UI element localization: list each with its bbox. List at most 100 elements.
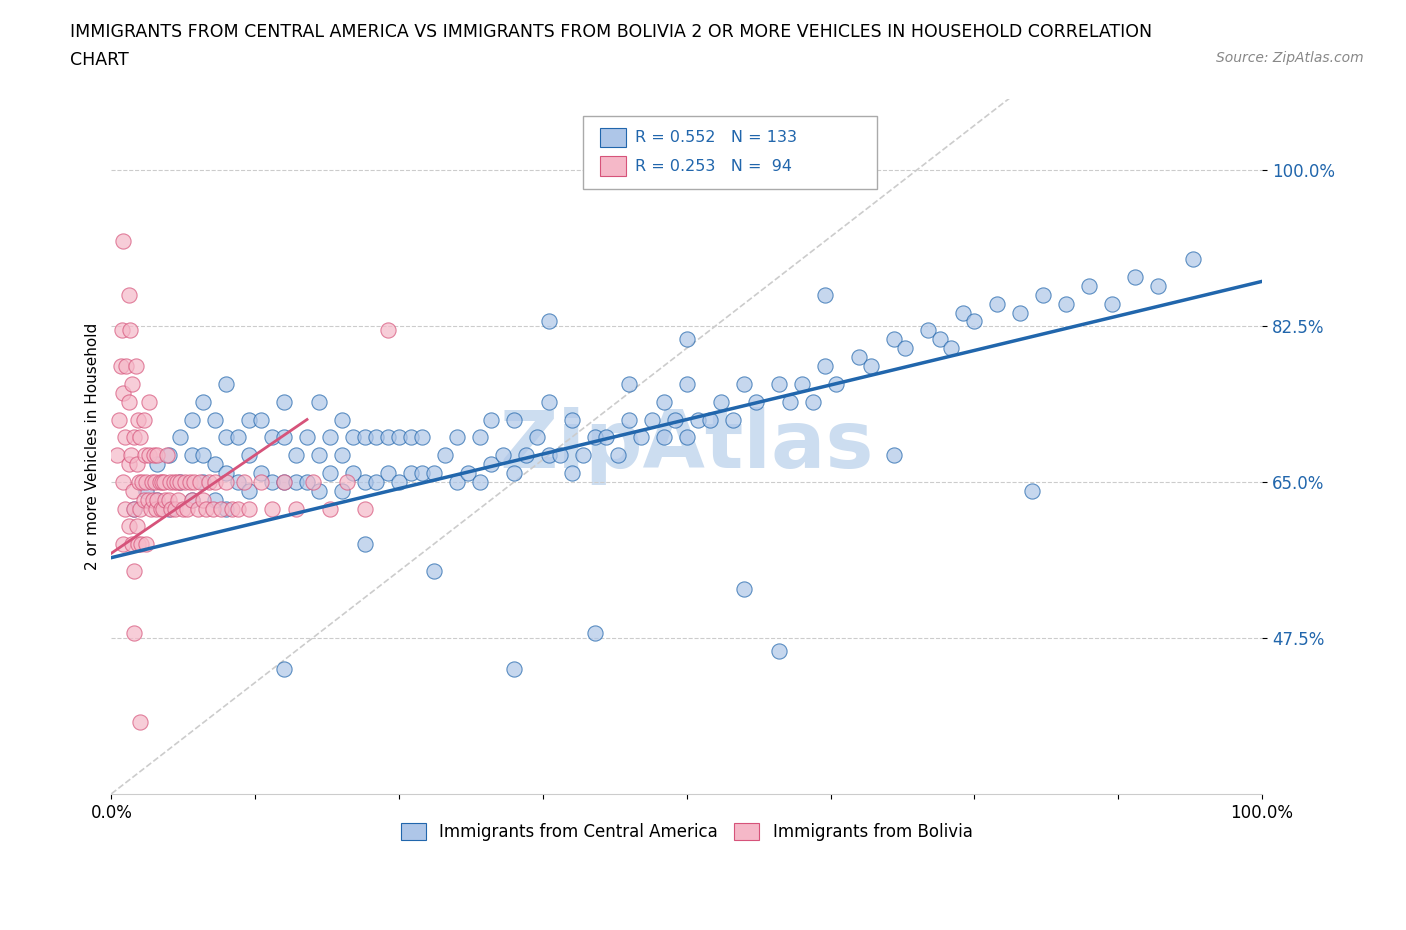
Point bbox=[1147, 278, 1170, 293]
Point bbox=[399, 430, 422, 445]
Point bbox=[917, 323, 939, 338]
Point bbox=[583, 430, 606, 445]
Point bbox=[262, 474, 284, 489]
Point bbox=[364, 474, 387, 489]
Point bbox=[561, 412, 583, 427]
Point bbox=[149, 501, 172, 516]
Point bbox=[422, 564, 444, 578]
Point bbox=[153, 474, 176, 489]
Point bbox=[434, 447, 457, 462]
Point bbox=[721, 412, 744, 427]
Point bbox=[250, 466, 273, 481]
Point bbox=[124, 430, 146, 445]
Point bbox=[135, 537, 157, 551]
Point bbox=[129, 715, 152, 730]
Point bbox=[201, 501, 224, 516]
Point bbox=[124, 626, 146, 641]
Point bbox=[181, 447, 204, 462]
Point bbox=[353, 501, 375, 516]
Point bbox=[330, 484, 353, 498]
Point bbox=[1032, 287, 1054, 302]
Point bbox=[110, 359, 132, 374]
Point bbox=[124, 564, 146, 578]
Point bbox=[273, 394, 295, 409]
Point bbox=[204, 474, 226, 489]
Point bbox=[664, 412, 686, 427]
Point bbox=[446, 430, 468, 445]
Point bbox=[169, 474, 191, 489]
Point bbox=[132, 492, 155, 507]
Point bbox=[768, 377, 790, 392]
Point bbox=[169, 430, 191, 445]
Point bbox=[675, 377, 697, 392]
Point bbox=[308, 484, 330, 498]
Point bbox=[883, 447, 905, 462]
Point bbox=[183, 474, 205, 489]
Point bbox=[146, 492, 169, 507]
Point bbox=[377, 323, 399, 338]
Point bbox=[641, 412, 664, 427]
FancyBboxPatch shape bbox=[600, 128, 626, 147]
Point bbox=[273, 474, 295, 489]
Point bbox=[273, 474, 295, 489]
Point bbox=[139, 501, 162, 516]
Point bbox=[179, 474, 201, 489]
Point bbox=[111, 474, 134, 489]
Point bbox=[129, 430, 152, 445]
Point bbox=[284, 447, 307, 462]
Point bbox=[115, 359, 138, 374]
Point bbox=[342, 466, 364, 481]
Point bbox=[145, 501, 167, 516]
Text: R = 0.253   N =  94: R = 0.253 N = 94 bbox=[636, 159, 792, 174]
Point bbox=[768, 644, 790, 658]
Point bbox=[801, 394, 824, 409]
Point bbox=[135, 474, 157, 489]
Point bbox=[169, 474, 191, 489]
Point bbox=[503, 466, 526, 481]
Point bbox=[284, 474, 307, 489]
Point bbox=[138, 394, 160, 409]
Point bbox=[134, 447, 156, 462]
Point bbox=[167, 492, 190, 507]
Point bbox=[928, 332, 950, 347]
Point bbox=[238, 484, 260, 498]
Point bbox=[710, 394, 733, 409]
Point bbox=[215, 466, 238, 481]
Point bbox=[273, 430, 295, 445]
Point bbox=[342, 430, 364, 445]
Point bbox=[308, 394, 330, 409]
Point bbox=[155, 492, 177, 507]
Point bbox=[1010, 305, 1032, 320]
Point bbox=[157, 501, 180, 516]
Point bbox=[157, 492, 180, 507]
Point bbox=[125, 519, 148, 534]
Point bbox=[131, 537, 153, 551]
Point bbox=[238, 501, 260, 516]
Point bbox=[606, 447, 628, 462]
Point bbox=[468, 430, 491, 445]
Point bbox=[526, 430, 548, 445]
Point bbox=[181, 412, 204, 427]
Point bbox=[353, 537, 375, 551]
Text: IMMIGRANTS FROM CENTRAL AMERICA VS IMMIGRANTS FROM BOLIVIA 2 OR MORE VEHICLES IN: IMMIGRANTS FROM CENTRAL AMERICA VS IMMIG… bbox=[70, 23, 1153, 41]
Point bbox=[986, 297, 1008, 312]
Point bbox=[176, 501, 198, 516]
Point bbox=[295, 430, 318, 445]
Point bbox=[111, 233, 134, 248]
Point bbox=[479, 412, 502, 427]
Point bbox=[319, 430, 342, 445]
Point bbox=[238, 447, 260, 462]
Point bbox=[353, 474, 375, 489]
Point bbox=[193, 447, 215, 462]
Point bbox=[745, 394, 768, 409]
Point bbox=[301, 474, 323, 489]
Point bbox=[733, 377, 755, 392]
Point bbox=[1125, 270, 1147, 285]
Point bbox=[388, 474, 411, 489]
Point bbox=[595, 430, 617, 445]
Point bbox=[399, 466, 422, 481]
Point bbox=[688, 412, 710, 427]
Point bbox=[163, 501, 186, 516]
Point bbox=[262, 430, 284, 445]
Point bbox=[699, 412, 721, 427]
